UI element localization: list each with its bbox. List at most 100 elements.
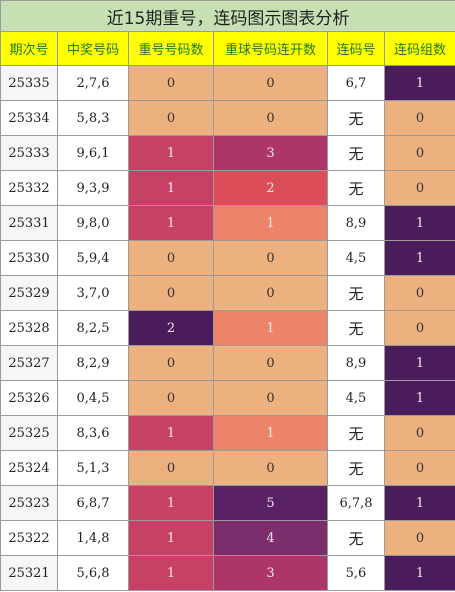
period-cell: 25335 <box>0 65 58 101</box>
consecutive-count-cell: 3 <box>213 135 328 171</box>
period-cell: 25332 <box>0 170 58 206</box>
table-row: 25325 8,3,6 1 1 无 0 <box>0 415 455 451</box>
table-row: 25326 0,4,5 0 0 4,5 1 <box>0 380 455 416</box>
repeat-count-cell: 1 <box>128 170 214 206</box>
table-body: 25335 2,7,6 0 0 6,7 1 25334 5,8,3 0 0 无 0 25333 9,6,1… <box>0 65 455 591</box>
table-row: 25324 5,1,3 0 0 无 0 <box>0 450 455 486</box>
lian-numbers-cell: 无 <box>327 170 385 206</box>
numbers-cell: 8,3,6 <box>57 415 129 451</box>
consecutive-count-cell: 4 <box>213 520 328 556</box>
period-cell: 25328 <box>0 310 58 346</box>
consecutive-count-cell: 2 <box>213 170 328 206</box>
header-row: 期次号 中奖号码 重号号码数 重球号码连开数 连码号 连码组数 <box>0 31 455 66</box>
repeat-count-cell: 1 <box>128 135 214 171</box>
repeat-count-cell: 0 <box>128 380 214 416</box>
period-cell: 25330 <box>0 240 58 276</box>
numbers-cell: 5,1,3 <box>57 450 129 486</box>
lian-groups-cell: 1 <box>383 380 455 416</box>
numbers-cell: 9,8,0 <box>57 205 129 241</box>
period-cell: 25323 <box>0 485 58 521</box>
lian-numbers-cell: 无 <box>327 100 385 136</box>
period-cell: 25322 <box>0 520 58 556</box>
lian-numbers-cell: 8,9 <box>327 205 385 241</box>
lian-groups-cell: 1 <box>383 240 455 276</box>
header-lian-numbers: 连码号 <box>327 31 385 66</box>
table-title: 近15期重号，连码图示图表分析 <box>0 0 455 32</box>
lian-groups-cell: 0 <box>383 520 455 556</box>
table-row: 25329 3,7,0 0 0 无 0 <box>0 275 455 311</box>
repeat-count-cell: 1 <box>128 520 214 556</box>
lian-groups-cell: 0 <box>383 100 455 136</box>
numbers-cell: 9,6,1 <box>57 135 129 171</box>
table-row: 25323 6,8,7 1 5 6,7,8 1 <box>0 485 455 521</box>
table-row: 25328 8,2,5 2 1 无 0 <box>0 310 455 346</box>
consecutive-count-cell: 1 <box>213 310 328 346</box>
period-cell: 25326 <box>0 380 58 416</box>
header-numbers: 中奖号码 <box>57 31 129 66</box>
repeat-count-cell: 0 <box>128 275 214 311</box>
lian-numbers-cell: 无 <box>327 275 385 311</box>
lian-groups-cell: 0 <box>383 415 455 451</box>
repeat-count-cell: 1 <box>128 555 214 591</box>
consecutive-count-cell: 1 <box>213 205 328 241</box>
numbers-cell: 8,2,5 <box>57 310 129 346</box>
numbers-cell: 3,7,0 <box>57 275 129 311</box>
lian-numbers-cell: 无 <box>327 310 385 346</box>
consecutive-count-cell: 0 <box>213 275 328 311</box>
period-cell: 25333 <box>0 135 58 171</box>
repeat-count-cell: 1 <box>128 485 214 521</box>
table-row: 25327 8,2,9 0 0 8,9 1 <box>0 345 455 381</box>
period-cell: 25327 <box>0 345 58 381</box>
consecutive-count-cell: 5 <box>213 485 328 521</box>
repeat-count-cell: 1 <box>128 205 214 241</box>
lian-numbers-cell: 6,7,8 <box>327 485 385 521</box>
consecutive-count-cell: 3 <box>213 555 328 591</box>
repeat-count-cell: 1 <box>128 415 214 451</box>
numbers-cell: 6,8,7 <box>57 485 129 521</box>
period-cell: 25329 <box>0 275 58 311</box>
period-cell: 25324 <box>0 450 58 486</box>
repeat-count-cell: 0 <box>128 65 214 101</box>
lian-numbers-cell: 无 <box>327 135 385 171</box>
table-row: 25330 5,9,4 0 0 4,5 1 <box>0 240 455 276</box>
table-row: 25333 9,6,1 1 3 无 0 <box>0 135 455 171</box>
period-cell: 25334 <box>0 100 58 136</box>
lian-groups-cell: 1 <box>383 345 455 381</box>
numbers-cell: 8,2,9 <box>57 345 129 381</box>
lian-groups-cell: 1 <box>383 65 455 101</box>
repeat-count-cell: 0 <box>128 240 214 276</box>
table-row: 25334 5,8,3 0 0 无 0 <box>0 100 455 136</box>
header-lian-groups: 连码组数 <box>383 31 455 66</box>
numbers-cell: 9,3,9 <box>57 170 129 206</box>
repeat-count-cell: 0 <box>128 450 214 486</box>
numbers-cell: 1,4,8 <box>57 520 129 556</box>
table-row: 25321 5,6,8 1 3 5,6 1 <box>0 555 455 591</box>
period-cell: 25325 <box>0 415 58 451</box>
numbers-cell: 5,6,8 <box>57 555 129 591</box>
lian-numbers-cell: 4,5 <box>327 240 385 276</box>
consecutive-count-cell: 1 <box>213 415 328 451</box>
consecutive-count-cell: 0 <box>213 65 328 101</box>
lian-groups-cell: 1 <box>383 555 455 591</box>
repeat-count-cell: 0 <box>128 100 214 136</box>
repeat-count-cell: 0 <box>128 345 214 381</box>
lian-numbers-cell: 无 <box>327 520 385 556</box>
lian-groups-cell: 0 <box>383 275 455 311</box>
consecutive-count-cell: 0 <box>213 380 328 416</box>
lian-numbers-cell: 8,9 <box>327 345 385 381</box>
consecutive-count-cell: 0 <box>213 240 328 276</box>
table-row: 25331 9,8,0 1 1 8,9 1 <box>0 205 455 241</box>
lian-groups-cell: 1 <box>383 205 455 241</box>
table-row: 25332 9,3,9 1 2 无 0 <box>0 170 455 206</box>
lian-numbers-cell: 4,5 <box>327 380 385 416</box>
consecutive-count-cell: 0 <box>213 450 328 486</box>
repeat-count-cell: 2 <box>128 310 214 346</box>
header-consecutive-count: 重球号码连开数 <box>213 31 328 66</box>
consecutive-count-cell: 0 <box>213 345 328 381</box>
lian-numbers-cell: 6,7 <box>327 65 385 101</box>
header-period: 期次号 <box>0 31 58 66</box>
header-repeat-count: 重号号码数 <box>128 31 214 66</box>
numbers-cell: 5,8,3 <box>57 100 129 136</box>
numbers-cell: 5,9,4 <box>57 240 129 276</box>
